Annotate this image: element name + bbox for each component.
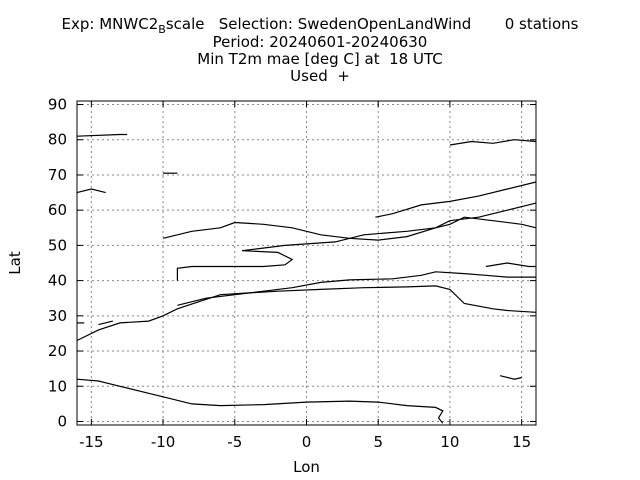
x-tick-label: -10 xyxy=(151,433,176,451)
x-tick-label: 10 xyxy=(440,433,459,451)
chart-title-line-1: Exp: MNWC2Bscale Selection: SwedenOpenLa… xyxy=(0,16,640,38)
contour-line-5 xyxy=(162,202,537,241)
chart-title-line-2: Period: 20240601-20240630 xyxy=(212,33,428,51)
contour-line-7 xyxy=(449,139,537,146)
grid-lines xyxy=(77,101,536,425)
contour-line-8 xyxy=(485,262,536,268)
y-tick-label: 0 xyxy=(57,412,67,430)
y-tick-label: 90 xyxy=(48,96,67,114)
x-tick-label: 0 xyxy=(302,433,312,451)
contour-line-9 xyxy=(76,133,128,137)
y-tick-label: 20 xyxy=(48,342,67,360)
y-tick-label: 30 xyxy=(48,307,67,325)
y-tick-label: 60 xyxy=(48,201,67,219)
y-tick-label: 10 xyxy=(48,377,67,395)
y-tick-label: 50 xyxy=(48,236,67,254)
contour-line-2 xyxy=(76,285,537,342)
chart-title-line-3: Min T2m mae [deg C] at 18 UTC xyxy=(197,50,443,68)
contour-line-3 xyxy=(177,271,536,306)
y-tick-label: 70 xyxy=(48,166,67,184)
y-tick-label: 40 xyxy=(48,272,67,290)
contour-line-14 xyxy=(98,320,114,326)
contour-series xyxy=(76,133,537,424)
chart-title-line-4: Used + xyxy=(290,67,350,85)
x-axis-ticks: -15 -10 -5 0 5 10 15 xyxy=(79,101,531,451)
x-tick-label: 15 xyxy=(512,433,531,451)
contour-line-6 xyxy=(375,181,537,218)
title-exp-suffix: scale Selection: SwedenOpenLandWind 0 st… xyxy=(165,15,579,33)
contour-line-11 xyxy=(499,375,522,380)
title-exp-subscript: B xyxy=(158,23,166,36)
x-tick-label: 5 xyxy=(373,433,383,451)
y-tick-label: 80 xyxy=(48,131,67,149)
x-tick-label: -5 xyxy=(227,433,242,451)
contour-line-10 xyxy=(76,188,106,194)
y-axis-ticks: 0 10 20 30 40 50 60 70 80 90 xyxy=(48,96,536,430)
x-axis-label: Lon xyxy=(293,458,320,476)
x-tick-label: -15 xyxy=(79,433,104,451)
contour-line-1 xyxy=(76,378,444,424)
title-exp-prefix: Exp: MNWC2 xyxy=(61,15,159,33)
y-axis-label: Lat xyxy=(6,251,24,275)
contour-line-4 xyxy=(176,216,537,281)
